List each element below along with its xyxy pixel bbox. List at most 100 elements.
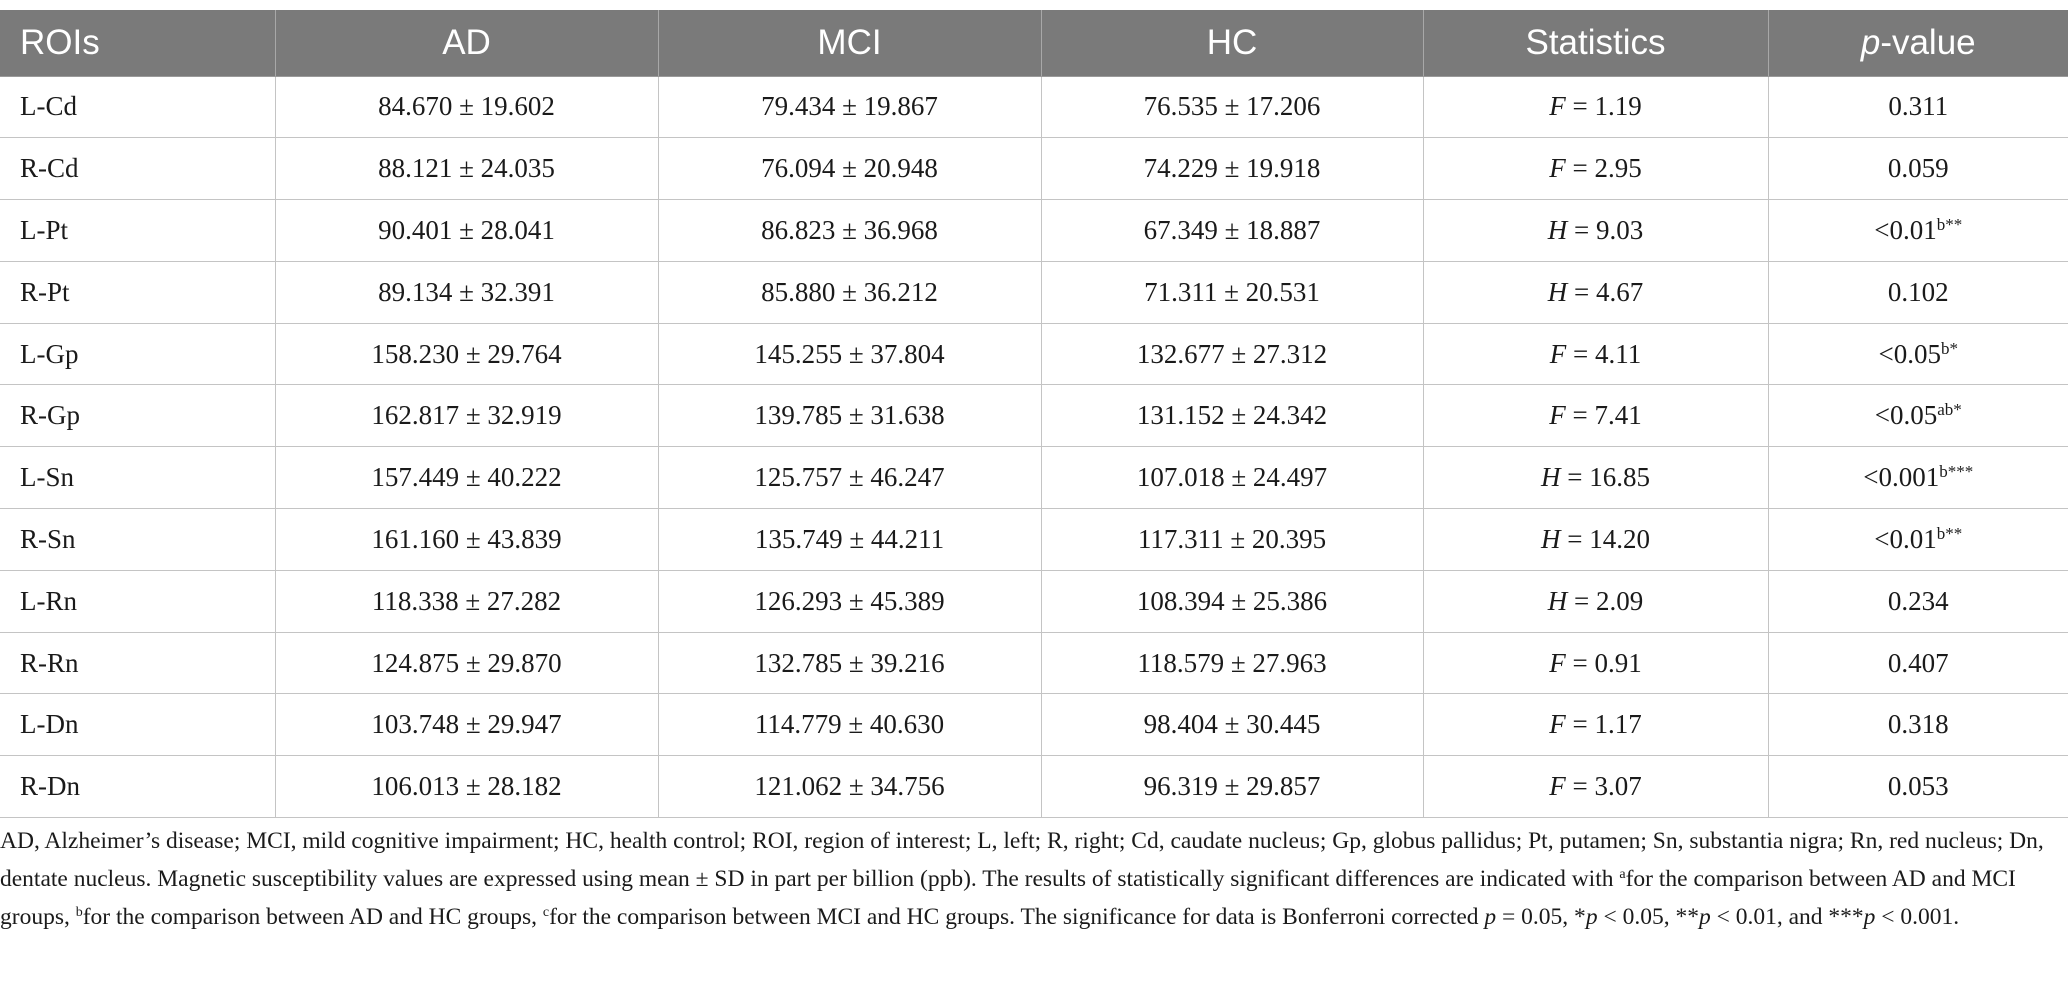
- hc-cell: 76.535 ± 17.206: [1040, 76, 1423, 139]
- statistic-symbol: H: [1541, 523, 1561, 554]
- mci-cell: 135.749 ± 44.211: [657, 508, 1041, 571]
- p-value: 0.234: [1887, 585, 1949, 616]
- footnote-text: < 0.001.: [1875, 904, 1960, 930]
- footnote-text: = 0.05, *: [1496, 904, 1586, 930]
- statistic-value: = 4.67: [1567, 276, 1644, 307]
- roi-cell: L-Rn: [0, 570, 275, 633]
- statistic-symbol: H: [1547, 276, 1568, 307]
- p-value-cell: 0.053: [1767, 755, 2068, 819]
- statistic-symbol: F: [1549, 647, 1566, 678]
- statistic-symbol: F: [1549, 709, 1566, 740]
- statistic-symbol: H: [1547, 585, 1568, 616]
- statistics-cell: F = 4.11: [1422, 323, 1768, 386]
- hc-cell: 132.677 ± 27.312: [1040, 323, 1423, 386]
- statistics-cell: F = 1.17: [1422, 693, 1768, 757]
- statistic-symbol: F: [1549, 771, 1566, 802]
- roi-cell: L-Sn: [0, 446, 275, 510]
- ad-cell: 124.875 ± 29.870: [274, 632, 658, 695]
- p-value-cell: 0.059: [1767, 137, 2068, 201]
- statistic-value: = 3.07: [1565, 771, 1642, 802]
- statistics-cell: H = 16.85: [1422, 446, 1768, 510]
- p-value-cell: 0.407: [1767, 632, 2068, 695]
- p-value: 0.053: [1887, 771, 1949, 802]
- ad-cell: 161.160 ± 43.839: [274, 508, 658, 571]
- footnote-text: AD, Alzheimer’s disease; MCI, mild cogni…: [0, 828, 2044, 892]
- ad-cell: 162.817 ± 32.919: [274, 384, 658, 448]
- footnote-text: < 0.01, and ***: [1710, 904, 1864, 930]
- statistics-cell: F = 2.95: [1422, 137, 1768, 201]
- ad-cell: 158.230 ± 29.764: [274, 323, 658, 386]
- footnote-text: < 0.05, **: [1597, 904, 1699, 930]
- roi-cell: L-Dn: [0, 693, 275, 757]
- roi-cell: R-Pt: [0, 261, 275, 324]
- statistic-value: = 1.17: [1565, 709, 1642, 740]
- header-p-value: p-value: [1767, 10, 2068, 77]
- table-row: R-Rn 124.875 ± 29.870 132.785 ± 39.216 118.…: [0, 632, 2068, 695]
- mci-cell: 76.094 ± 20.948: [657, 137, 1041, 201]
- header-p-letter: p: [1860, 22, 1881, 62]
- table-row: L-Pt 90.401 ± 28.041 86.823 ± 36.968 67.349…: [0, 199, 2068, 262]
- p-value: 0.407: [1887, 647, 1949, 678]
- p-value: <0.05: [1878, 338, 1941, 369]
- hc-cell: 71.311 ± 20.531: [1040, 261, 1423, 324]
- ad-cell: 84.670 ± 19.602: [274, 76, 658, 139]
- p-value-cell: 0.318: [1767, 693, 2068, 757]
- hc-cell: 107.018 ± 24.497: [1040, 446, 1423, 510]
- footnote-sup-b: b: [75, 905, 83, 920]
- header-hc: HC: [1040, 10, 1423, 77]
- p-value-significance: b*: [1940, 338, 1958, 358]
- footnote-text: for the comparison between MCI and HC gr…: [549, 904, 1485, 930]
- table-row: L-Sn 157.449 ± 40.222 125.757 ± 46.247 107.…: [0, 446, 2068, 510]
- statistics-cell: F = 1.19: [1422, 76, 1768, 139]
- statistic-symbol: F: [1549, 400, 1566, 431]
- table-row: R-Pt 89.134 ± 32.391 85.880 ± 36.212 71.311…: [0, 261, 2068, 324]
- header-rois: ROIs: [0, 10, 275, 77]
- table-row: L-Rn 118.338 ± 27.282 126.293 ± 45.389 108.…: [0, 570, 2068, 633]
- roi-cell: R-Gp: [0, 384, 275, 448]
- p-value-cell: 0.311: [1767, 76, 2068, 139]
- header-statistics: Statistics: [1422, 10, 1768, 77]
- hc-cell: 118.579 ± 27.963: [1040, 632, 1423, 695]
- statistic-value: = 16.85: [1560, 462, 1650, 493]
- table-footnote: AD, Alzheimer’s disease; MCI, mild cogni…: [0, 822, 2060, 936]
- statistic-symbol: F: [1549, 338, 1567, 369]
- mci-cell: 114.779 ± 40.630: [657, 693, 1041, 757]
- roi-cell: R-Sn: [0, 508, 275, 571]
- footnote-text: for the comparison between AD and HC gro…: [82, 904, 543, 930]
- table-row: R-Cd 88.121 ± 24.035 76.094 ± 20.948 74.229…: [0, 137, 2068, 201]
- hc-cell: 117.311 ± 20.395: [1040, 508, 1423, 571]
- footnote-p-italic: p: [1698, 904, 1711, 930]
- mci-cell: 132.785 ± 39.216: [657, 632, 1041, 695]
- statistics-cell: H = 14.20: [1422, 508, 1768, 571]
- p-value: 0.318: [1887, 709, 1949, 740]
- mci-cell: 125.757 ± 46.247: [657, 446, 1041, 510]
- ad-cell: 103.748 ± 29.947: [274, 693, 658, 757]
- table-body: L-Cd 84.670 ± 19.602 79.434 ± 19.867 76.535…: [0, 76, 2068, 819]
- table-row: R-Dn 106.013 ± 28.182 121.062 ± 34.756 96.3…: [0, 755, 2068, 819]
- mci-cell: 126.293 ± 45.389: [657, 570, 1041, 633]
- p-value-cell: <0.01b**: [1767, 199, 2068, 262]
- p-value-cell: 0.102: [1767, 261, 2068, 324]
- p-value: <0.001: [1863, 462, 1940, 493]
- footnote-p-italic: p: [1585, 904, 1598, 930]
- mci-cell: 145.255 ± 37.804: [657, 323, 1041, 386]
- p-value-significance: b**: [1936, 214, 1963, 234]
- ad-cell: 88.121 ± 24.035: [274, 137, 658, 201]
- results-table: ROIs AD MCI HC Statistics p-value L-Cd 84…: [0, 10, 2068, 819]
- statistics-cell: F = 7.41: [1422, 384, 1768, 448]
- p-value-cell: <0.05b*: [1767, 323, 2068, 386]
- header-mci: MCI: [657, 10, 1041, 77]
- p-value-cell: <0.01b**: [1767, 508, 2068, 571]
- p-value-cell: 0.234: [1767, 570, 2068, 633]
- table-header-row: ROIs AD MCI HC Statistics p-value: [0, 10, 2068, 77]
- p-value-significance: b**: [1936, 523, 1963, 543]
- roi-cell: R-Cd: [0, 137, 275, 201]
- statistics-cell: F = 0.91: [1422, 632, 1768, 695]
- mci-cell: 85.880 ± 36.212: [657, 261, 1041, 324]
- p-value: 0.059: [1887, 153, 1949, 184]
- p-value-significance: b***: [1939, 462, 1974, 482]
- footnote-sup-c: c: [542, 905, 550, 920]
- p-value-cell: <0.05ab*: [1767, 384, 2068, 448]
- statistic-value: = 14.20: [1560, 523, 1650, 554]
- statistic-value: = 1.19: [1565, 91, 1642, 122]
